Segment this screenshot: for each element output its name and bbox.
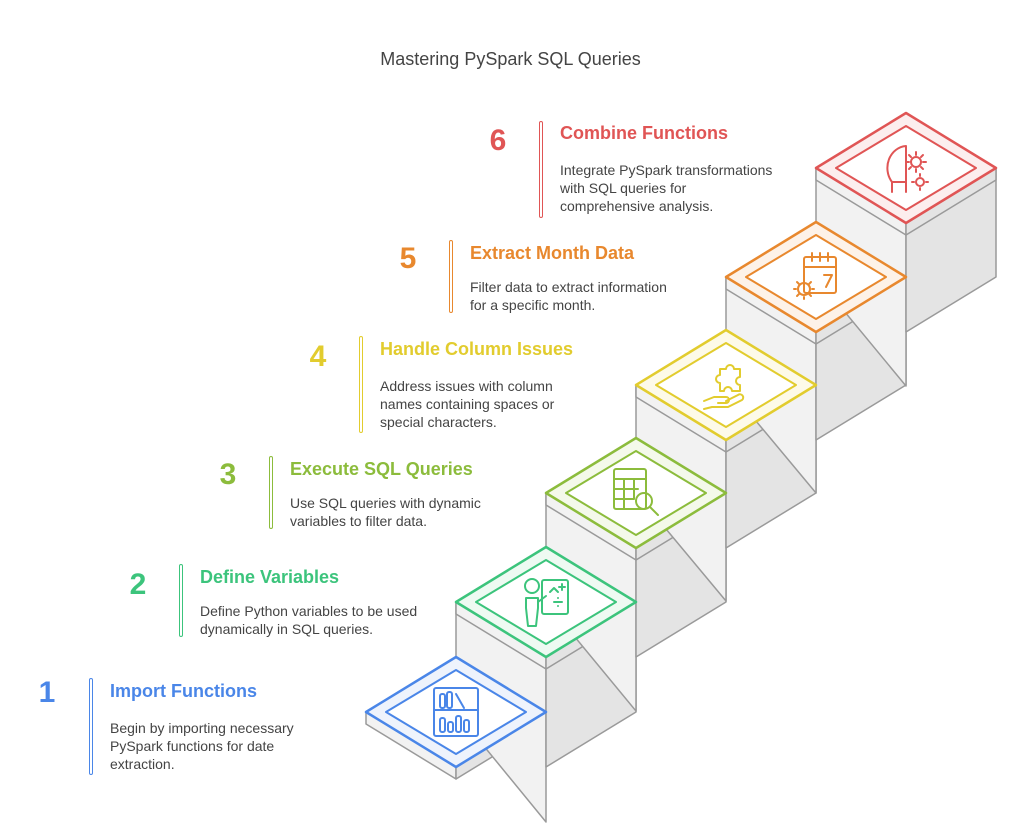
step-title: Execute SQL Queries [290,459,473,479]
step-description-line: Define Python variables to be used [200,603,418,619]
step-description-line: names containing spaces or [380,396,555,412]
table-search-icon [613,468,659,516]
step-number: 3 [219,458,237,491]
step-description-line: dynamically in SQL queries. [200,621,374,637]
step-description: Integrate PySpark transformations with SQ… [560,161,810,215]
step-title: Handle Column Issues [380,339,574,359]
step-description: Filter data to extract information for a … [470,278,720,314]
hand-puzzle-icon [703,364,745,410]
calendar-gear-icon [793,252,837,300]
step-description-line: Filter data to extract information [470,279,667,295]
step-number: 6 [489,124,507,157]
step-number: 4 [309,340,327,373]
step-top-inner-4 [655,342,797,428]
step-description-line: extraction. [110,756,175,772]
step-top-inner-2 [475,559,617,645]
step-description-line: special characters. [380,414,497,430]
step-description-line: Address issues with column [380,378,553,394]
step-top-inner-5 [745,234,887,320]
step-number: 5 [399,242,417,275]
step-top-inner-1 [385,669,527,755]
step-bar [449,240,453,313]
step-description-line: Begin by importing necessary [110,720,294,736]
step-description: Use SQL queries with dynamic variables to… [290,494,540,530]
step-title: Combine Functions [560,123,728,143]
step-bar [269,456,273,529]
diagram-title: Mastering PySpark SQL Queries [380,49,641,69]
step-bar [539,121,543,218]
step-description-line: Use SQL queries with dynamic [290,495,481,511]
step-description: Address issues with column names containi… [380,377,630,431]
step-top-inner-3 [565,450,707,536]
step-bar [179,564,183,637]
step-description-line: with SQL queries for [560,180,687,196]
step-bar [89,678,93,775]
person-math-board-icon [524,578,569,627]
step-bar [359,336,363,433]
step-description: Define Python variables to be used dynami… [200,602,450,638]
step-title: Extract Month Data [470,243,635,263]
step-title: Define Variables [200,567,340,587]
step-number: 2 [129,568,147,601]
step-description-line: Integrate PySpark transformations [560,162,773,178]
step-title: Import Functions [110,681,257,701]
head-gear-icon [886,145,929,193]
library-chart-icon [433,687,479,737]
step-description-line: for a specific month. [470,297,596,313]
step-description-line: PySpark functions for date [110,738,275,754]
step-description-line: comprehensive analysis. [560,198,714,214]
step-description-line: variables to filter data. [290,513,427,529]
step-description: Begin by importing necessary PySpark func… [110,719,360,773]
step-number: 1 [38,676,56,709]
